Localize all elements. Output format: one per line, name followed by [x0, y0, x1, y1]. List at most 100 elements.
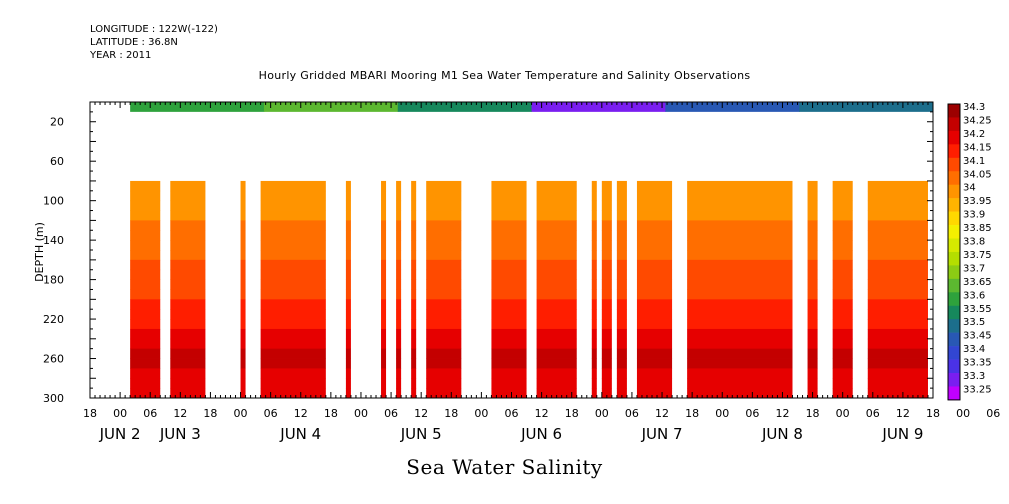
salinity-cell	[601, 368, 612, 379]
x-tick-label: 18	[806, 407, 820, 420]
salinity-cell	[491, 279, 527, 290]
y-tick-label: 300	[43, 392, 64, 405]
observation-column	[807, 180, 818, 399]
salinity-cell	[687, 220, 793, 231]
x-tick-label: 00	[595, 407, 609, 420]
salinity-cell	[170, 319, 206, 330]
observation-column	[616, 180, 627, 399]
salinity-cell	[345, 279, 351, 290]
colorbar-swatch	[948, 144, 960, 159]
colorbar-label: 33.55	[963, 304, 992, 315]
salinity-cell	[240, 388, 246, 399]
salinity-cell	[396, 220, 402, 231]
salinity-cell	[260, 368, 326, 379]
salinity-cell	[260, 240, 326, 251]
salinity-cell	[381, 230, 387, 241]
salinity-cell	[491, 328, 527, 340]
salinity-cell	[345, 269, 351, 280]
salinity-cell	[536, 338, 577, 350]
salinity-cell	[832, 220, 853, 231]
salinity-cell	[687, 378, 793, 389]
salinity-cell	[636, 368, 673, 379]
salinity-cell	[381, 210, 387, 221]
salinity-cell	[591, 368, 597, 379]
salinity-cell	[867, 240, 928, 251]
salinity-cell	[636, 328, 673, 340]
salinity-cell	[381, 328, 387, 340]
salinity-cell	[170, 358, 206, 369]
x-day-label: JUN 6	[520, 425, 562, 443]
colorbar-label: 34	[963, 183, 976, 194]
salinity-cell	[240, 368, 246, 379]
year-label: YEAR : 2011	[90, 50, 152, 61]
salinity-cell	[591, 328, 597, 340]
salinity-cell	[381, 250, 387, 261]
observation-column	[130, 180, 161, 399]
colorbar-swatch	[948, 157, 960, 172]
salinity-cell	[260, 319, 326, 330]
salinity-cell	[491, 190, 527, 202]
salinity-cell	[170, 309, 206, 320]
salinity-cell	[411, 240, 417, 251]
observation-column	[426, 180, 462, 399]
salinity-cell	[601, 180, 612, 192]
salinity-cell	[426, 259, 462, 271]
salinity-cell	[411, 269, 417, 280]
y-tick-label: 140	[43, 234, 64, 247]
salinity-cell	[616, 210, 627, 221]
salinity-cell	[832, 230, 853, 241]
salinity-cell	[687, 259, 793, 271]
x-tick-label: 06	[625, 407, 639, 420]
salinity-cell	[832, 309, 853, 320]
salinity-cell	[536, 240, 577, 251]
salinity-cell	[381, 289, 387, 300]
salinity-cell	[636, 338, 673, 350]
salinity-cell	[616, 328, 627, 340]
colorbar-label: 33.7	[963, 263, 985, 274]
salinity-cell	[411, 190, 417, 202]
salinity-cell	[130, 338, 161, 350]
salinity-cell	[687, 328, 793, 340]
colorbar-frame	[947, 103, 961, 401]
salinity-cell	[396, 269, 402, 280]
colorbar-swatch	[948, 184, 960, 199]
salinity-cell	[426, 190, 462, 202]
salinity-cell	[687, 230, 793, 241]
observation-column	[345, 180, 351, 399]
salinity-cell	[240, 180, 246, 192]
salinity-cell	[636, 388, 673, 399]
salinity-cell	[867, 289, 928, 300]
salinity-cell	[240, 230, 246, 241]
salinity-cell	[591, 358, 597, 369]
observation-column	[832, 180, 853, 399]
salinity-cell	[832, 319, 853, 330]
salinity-cell	[591, 200, 597, 211]
salinity-cell	[396, 328, 402, 340]
salinity-cell	[170, 250, 206, 261]
salinity-cell	[396, 180, 402, 192]
salinity-cell	[240, 240, 246, 251]
salinity-cell	[170, 388, 206, 399]
salinity-cell	[536, 180, 577, 192]
salinity-cell	[616, 289, 627, 300]
colorbar-swatch	[948, 130, 960, 145]
salinity-cell	[536, 289, 577, 300]
colorbar-label: 33.3	[963, 371, 985, 382]
salinity-cell	[381, 388, 387, 399]
surface-band-cell	[665, 102, 800, 112]
salinity-cell	[867, 319, 928, 330]
x-axis: 18 00 06 12 18 00 06 12 18 00 06 12 18 00 06 12 18 00 06 12…	[83, 102, 1000, 443]
salinity-cell	[867, 388, 928, 399]
salinity-cell	[491, 338, 527, 350]
salinity-cell	[832, 240, 853, 251]
salinity-cell	[396, 279, 402, 290]
salinity-cell	[426, 289, 462, 300]
salinity-cell	[616, 250, 627, 261]
salinity-cell	[130, 220, 161, 231]
salinity-cell	[601, 220, 612, 231]
salinity-cell	[867, 250, 928, 261]
chart-title: Hourly Gridded MBARI Mooring M1 Sea Wate…	[258, 69, 751, 82]
salinity-cell	[260, 230, 326, 241]
salinity-cell	[536, 259, 577, 271]
salinity-cell	[381, 220, 387, 231]
